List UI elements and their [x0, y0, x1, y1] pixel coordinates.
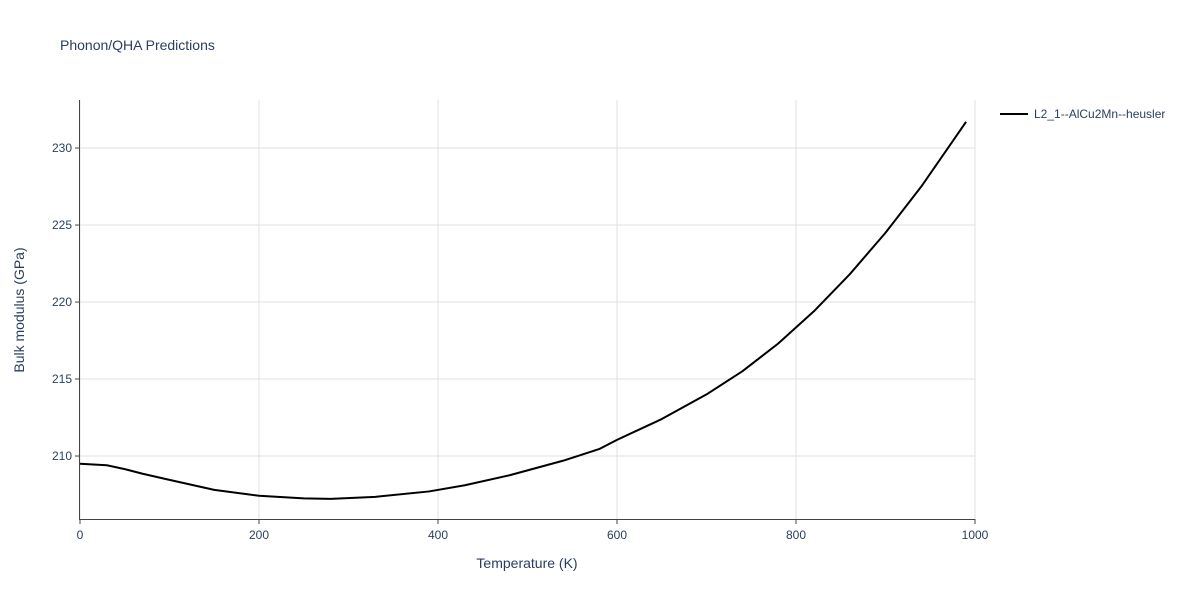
x-tick-label: 400: [428, 528, 448, 542]
y-tick-label: 215: [52, 372, 72, 386]
x-tick-label: 1000: [962, 528, 989, 542]
grid: [79, 100, 976, 519]
y-axis-title: Bulk modulus (GPa): [11, 247, 27, 372]
chart-title: Phonon/QHA Predictions: [60, 37, 215, 53]
y-tick-label: 210: [52, 449, 72, 463]
x-tick-label: 800: [786, 528, 806, 542]
x-tick-label: 0: [77, 528, 84, 542]
y-tick-label: 220: [52, 295, 72, 309]
legend-label: L2_1--AlCu2Mn--heusler: [1034, 107, 1165, 121]
y-tick-label: 225: [52, 218, 72, 232]
x-tick-label: 600: [607, 528, 627, 542]
x-axis-title: Temperature (K): [476, 555, 577, 571]
y-tick-label: 230: [52, 141, 72, 155]
x-tick-label: 200: [249, 528, 269, 542]
data-line: [79, 121, 967, 500]
